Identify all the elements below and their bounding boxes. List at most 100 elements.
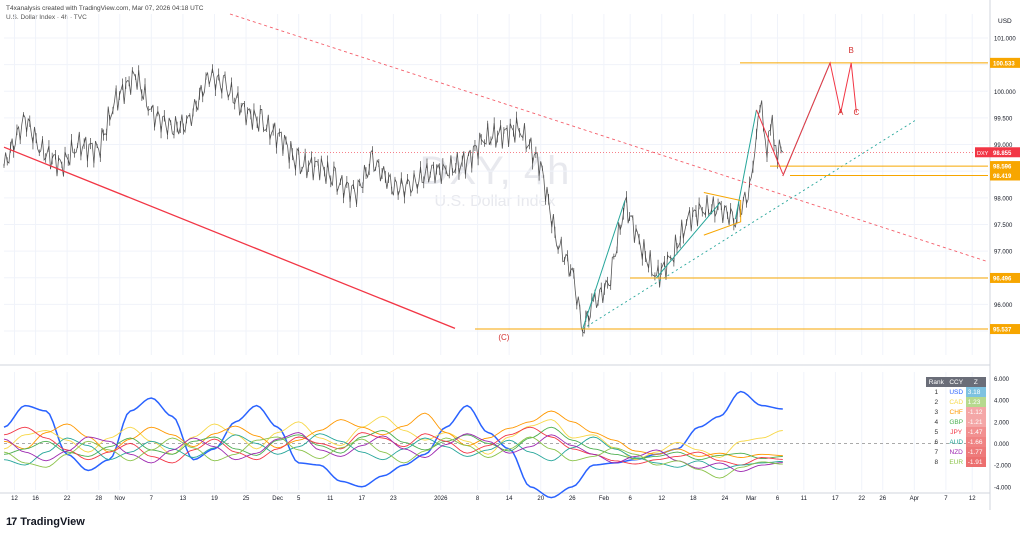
price-tick-label: 101.000 [994, 36, 1016, 42]
rank-cell: 2 [934, 398, 939, 406]
time-tick-label: 25 [243, 496, 250, 502]
time-tick-label: Nov [114, 496, 125, 502]
time-tick-label: 6 [776, 496, 780, 502]
time-tick-label: 7 [944, 496, 948, 502]
oscillator-tick-label: -2.000 [994, 464, 1012, 470]
price-tick-label: 100.000 [994, 90, 1016, 96]
time-tick-label: 13 [180, 496, 187, 502]
rank-cell: 3 [934, 408, 939, 416]
z-cell: 1.23 [965, 397, 986, 407]
time-tick-label: 12 [11, 496, 18, 502]
table-row: 5 JPY -1.47 [926, 427, 986, 437]
price-tick-label: 97.000 [994, 250, 1013, 256]
oscillator-tick-label: -4.000 [994, 485, 1012, 491]
price-label-text: 96.496 [993, 276, 1012, 282]
z-cell: -1.47 [965, 427, 986, 437]
time-tick-label: 12 [969, 496, 976, 502]
tradingview-logo[interactable]: 17 TradingView [6, 516, 85, 528]
time-tick-label: 23 [390, 496, 397, 502]
ccy-cell: AUD [949, 438, 964, 446]
oscillator-tick-label: 4.000 [994, 399, 1010, 405]
rank-cell: 7 [934, 448, 939, 456]
price-label-box [990, 324, 1020, 335]
strength-line-aud [3, 433, 783, 470]
oscillator-tick-label: 0.000 [994, 442, 1010, 448]
z-cell: -1.21 [965, 417, 986, 427]
wave-label: (C) [498, 333, 509, 342]
time-tick-label: 16 [32, 496, 39, 502]
symbol-tag-text: DXY [977, 151, 989, 157]
price-label-text: 98.596 [993, 165, 1012, 171]
price-label-text: 98.419 [993, 174, 1012, 180]
table-row: 2 CAD 1.23 [926, 397, 986, 407]
rank-cell: 6 [934, 438, 939, 446]
time-tick-label: 26 [569, 496, 576, 502]
time-tick-label: Apr [910, 496, 919, 502]
correction-path [756, 109, 784, 175]
time-tick-label: 26 [879, 496, 886, 502]
time-tick-label: 22 [64, 496, 71, 502]
price-label-text: 95.537 [993, 328, 1012, 334]
wave-label: B [849, 46, 854, 55]
ccy-cell: CHF [949, 408, 963, 416]
price-label-box [990, 147, 1020, 158]
projection-path [782, 61, 857, 177]
attribution-text: T4xanalysis created with TradingView.com… [6, 5, 204, 12]
strength-line-cad [3, 415, 783, 461]
time-tick-label: 20 [537, 496, 544, 502]
time-tick-label: 2026 [434, 496, 448, 502]
symbol-title: U.S. Dollar Index · 4h · TVC [6, 14, 87, 21]
wave-label: A [838, 108, 844, 117]
time-tick-label: 18 [690, 496, 697, 502]
price-label-box [990, 161, 1020, 172]
price-tick-label: 99.000 [994, 143, 1013, 149]
table-row: 1 USD 3.18 [926, 387, 986, 397]
price-label-box [990, 170, 1020, 181]
price-tick-label: 99.500 [994, 116, 1013, 122]
strength-line-usd [3, 390, 783, 499]
table-row: 7 NZD -1.77 [926, 447, 986, 457]
time-tick-label: 5 [297, 496, 301, 502]
table-row: 3 CHF -1.12 [926, 407, 986, 417]
strength-line-chf [3, 410, 783, 458]
ccy-cell: NZD [949, 448, 963, 456]
time-tick-label: 24 [722, 496, 729, 502]
wave-impulse-line [734, 109, 757, 220]
resistance-trendline [229, 13, 989, 263]
ccy-cell: CAD [949, 398, 964, 406]
wave-impulse-line [582, 200, 626, 329]
z-cell: -1.12 [965, 407, 986, 417]
rank-cell: 5 [934, 428, 939, 436]
currency-strength-table: Rank CCY Z 1 USD 3.18 2 CAD 1.23 3 CHF -1.12 4 GBP… [926, 377, 986, 467]
ccy-cell: EUR [949, 458, 964, 466]
z-cell: -1.77 [965, 447, 986, 457]
time-tick-label: 28 [95, 496, 102, 502]
price-label-box [990, 272, 1020, 283]
price-label-text: 100.533 [993, 61, 1015, 67]
ccy-cell: JPY [950, 428, 963, 436]
price-tick-label: 97.500 [994, 223, 1013, 229]
time-tick-label: Mar [746, 496, 756, 502]
rank-cell: 1 [934, 388, 939, 396]
tradingview-logo-icon: 17 [6, 516, 17, 528]
strength-line-gbp [3, 426, 783, 461]
rank-cell: 4 [934, 418, 939, 426]
strength-line-nzd [3, 432, 783, 473]
strength-line-eur [3, 436, 783, 479]
wave-impulse-line [656, 202, 721, 279]
descending-trendline [3, 146, 456, 329]
wave-label: C [854, 108, 860, 117]
price-tick-label: 98.000 [994, 196, 1013, 202]
triangle-pattern [703, 192, 742, 236]
time-tick-label: 17 [358, 496, 365, 502]
z-cell: 3.18 [965, 387, 986, 397]
price-label-text: 98.855 [993, 151, 1012, 157]
rank-cell: 8 [934, 458, 939, 466]
price-label-box [990, 57, 1020, 68]
time-tick-label: 7 [150, 496, 154, 502]
table-row: 8 EUR -1.91 [926, 457, 986, 467]
support-trendline [582, 120, 916, 330]
time-tick-label: 22 [858, 496, 865, 502]
time-tick-label: 8 [476, 496, 480, 502]
